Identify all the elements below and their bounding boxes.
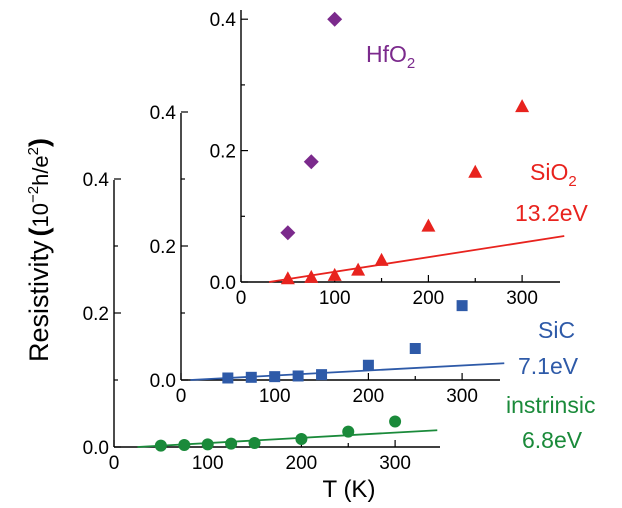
sio2-energy-label: 13.2eV xyxy=(515,200,589,226)
sic-y-tick-label: 0.4 xyxy=(150,103,177,124)
hfo2-data-point xyxy=(327,12,342,27)
sio2-data-point xyxy=(375,253,389,266)
sio2-x-tick-label: 100 xyxy=(319,288,351,309)
sic-fit-line xyxy=(190,363,504,380)
intrinsic-y-tick-label: 0.2 xyxy=(83,304,109,325)
sic-data-point xyxy=(410,343,421,354)
hfo2-data-point xyxy=(280,225,295,240)
intrinsic-y-tick-label: 0.4 xyxy=(83,170,110,191)
intrinsic-x-tick-label: 300 xyxy=(379,453,411,474)
sio2-y-tick-label: 0.0 xyxy=(210,273,236,294)
sic-x-tick-label: 100 xyxy=(259,386,291,407)
sic-data-point xyxy=(246,372,257,383)
sio2-data-point xyxy=(515,99,529,112)
sic-data-point xyxy=(363,360,374,371)
sic-data-point xyxy=(316,369,327,380)
sic-y-tick-label: 0.2 xyxy=(150,237,176,258)
x-axis-title: T (K) xyxy=(323,476,376,503)
y-axis-title: Resistivity(10−2h/e2) xyxy=(24,138,54,362)
intrinsic-x-tick-label: 200 xyxy=(286,453,318,474)
intrinsic-data-point xyxy=(202,438,214,450)
sio2-data-point xyxy=(328,268,342,281)
sio2-y-tick-label: 0.2 xyxy=(210,142,236,163)
sio2-data-point xyxy=(421,219,435,232)
sio2-data-point xyxy=(468,165,482,178)
intrinsic-data-point xyxy=(295,433,307,445)
panel-sic: 0 100 200 300 0.0 0.2 0.4 xyxy=(150,103,505,407)
intrinsic-data-point xyxy=(155,440,167,452)
panel-hfo2 xyxy=(280,12,342,241)
sic-data-point xyxy=(269,371,280,382)
intrinsic-y-tick-label: 0.0 xyxy=(83,438,109,459)
sic-y-tick-label: 0.0 xyxy=(150,371,176,392)
sio2-label: SiO2 xyxy=(530,159,577,190)
panel-intrinsic: 0 100 200 300 0.0 0.2 0.4 xyxy=(83,170,440,474)
sic-data-point xyxy=(222,372,233,383)
intrinsic-label: instrinsic xyxy=(506,392,595,418)
sio2-x-tick-label: 0 xyxy=(236,288,247,309)
sic-x-tick-label: 200 xyxy=(353,386,385,407)
intrinsic-x-tick-label: 0 xyxy=(109,453,120,474)
intrinsic-data-point xyxy=(389,416,401,428)
sio2-y-tick-label: 0.4 xyxy=(210,10,237,31)
sic-energy-label: 7.1eV xyxy=(518,353,579,379)
sic-x-tick-label: 0 xyxy=(176,386,187,407)
intrinsic-x-tick-label: 100 xyxy=(192,453,224,474)
intrinsic-energy-label: 6.8eV xyxy=(522,427,583,453)
intrinsic-data-point xyxy=(342,426,354,438)
hfo2-data-point xyxy=(304,154,319,169)
intrinsic-data-point xyxy=(225,438,237,450)
sio2-x-tick-label: 300 xyxy=(506,288,538,309)
sio2-x-tick-label: 200 xyxy=(413,288,445,309)
sic-label: SiC xyxy=(538,317,575,343)
intrinsic-data-point xyxy=(178,439,190,451)
intrinsic-data-point xyxy=(249,437,261,449)
sic-data-point xyxy=(457,300,468,311)
hfo2-label: HfO2 xyxy=(366,41,415,72)
sic-x-tick-label: 300 xyxy=(446,386,478,407)
sic-data-point xyxy=(293,370,304,381)
